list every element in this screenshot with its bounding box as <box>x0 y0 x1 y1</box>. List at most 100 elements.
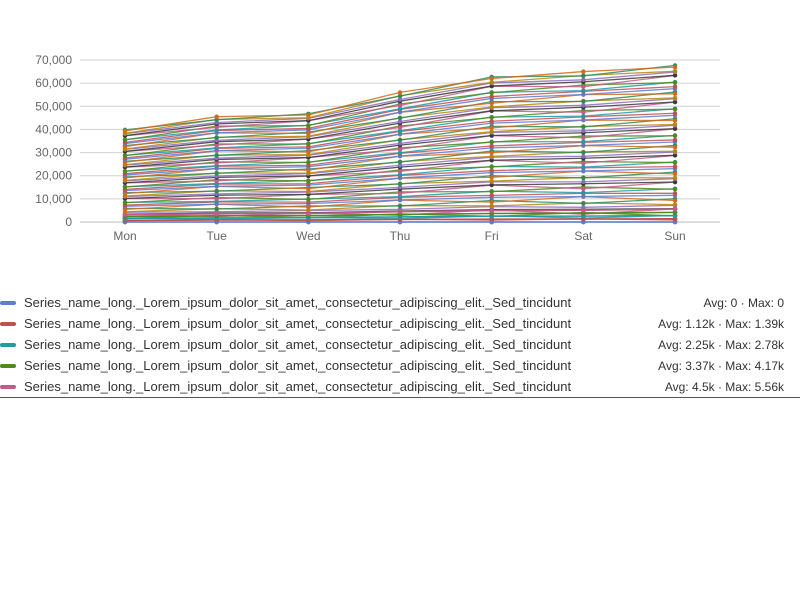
data-point <box>489 143 494 149</box>
data-point <box>489 154 494 159</box>
data-point <box>581 69 586 74</box>
data-point <box>489 168 494 173</box>
data-point <box>122 153 128 158</box>
data-point <box>581 194 586 199</box>
data-point <box>580 207 586 213</box>
data-point <box>672 84 678 89</box>
data-point <box>214 188 219 194</box>
legend-series-stats: Avg: 3.37k · Max: 4.17k <box>658 358 784 373</box>
data-point <box>672 64 678 70</box>
legend-item[interactable]: Series_name_long._Lorem_ipsum_dolor_sit_… <box>0 334 800 355</box>
legend: Series_name_long._Lorem_ipsum_dolor_sit_… <box>0 292 800 398</box>
series-points <box>122 63 678 225</box>
data-point <box>672 126 678 131</box>
x-tick-label: Sat <box>574 229 593 243</box>
data-point <box>397 169 403 174</box>
data-point <box>306 168 311 173</box>
data-point <box>214 178 219 184</box>
data-point <box>397 103 403 108</box>
data-point <box>489 175 494 180</box>
data-point <box>214 114 219 119</box>
data-point <box>397 209 403 215</box>
data-point <box>122 169 128 174</box>
legend-series-name: Series_name_long._Lorem_ipsum_dolor_sit_… <box>24 316 572 331</box>
data-point <box>581 175 586 181</box>
data-point <box>306 123 311 128</box>
legend-item[interactable]: Series_name_long._Lorem_ipsum_dolor_sit_… <box>0 313 800 334</box>
data-point <box>489 164 494 170</box>
data-point <box>581 190 586 195</box>
data-point <box>122 212 128 218</box>
data-point <box>672 95 678 101</box>
data-point <box>672 171 678 177</box>
data-point <box>672 122 678 127</box>
data-point <box>672 175 678 181</box>
x-tick-label: Thu <box>390 229 411 243</box>
data-point <box>489 90 494 95</box>
data-point <box>214 160 219 166</box>
data-point <box>581 110 586 115</box>
data-point <box>122 184 128 190</box>
data-point <box>214 142 219 148</box>
y-tick-label: 20,000 <box>35 169 72 183</box>
y-tick-label: 40,000 <box>35 122 72 136</box>
data-point <box>489 203 494 209</box>
data-point <box>489 199 494 205</box>
y-tick-label: 70,000 <box>35 53 72 67</box>
legend-series-name: Series_name_long._Lorem_ipsum_dolor_sit_… <box>24 379 572 394</box>
y-tick-label: 50,000 <box>35 99 72 113</box>
data-point <box>214 211 220 217</box>
data-point <box>397 119 403 124</box>
data-point <box>214 153 219 158</box>
data-point <box>489 133 494 138</box>
legend-item[interactable]: Series_name_long._Lorem_ipsum_dolor_sit_… <box>0 292 800 313</box>
data-point <box>122 191 128 196</box>
data-point <box>489 140 494 145</box>
data-point <box>489 129 494 134</box>
data-point <box>214 196 219 201</box>
data-point <box>489 158 494 163</box>
y-tick-label: 0 <box>65 215 72 229</box>
data-point <box>581 164 586 170</box>
data-point <box>672 106 678 112</box>
legend-series-stats: Avg: 1.12k · Max: 1.39k <box>658 316 784 331</box>
data-point <box>672 198 678 203</box>
data-point <box>122 137 128 143</box>
data-point <box>214 135 219 140</box>
data-point <box>581 84 586 89</box>
data-point <box>489 119 494 124</box>
data-point <box>489 108 494 113</box>
data-point <box>397 90 403 95</box>
data-point <box>672 69 678 74</box>
data-point <box>489 189 494 194</box>
data-point <box>306 204 311 210</box>
legend-item[interactable]: Series_name_long._Lorem_ipsum_dolor_sit_… <box>0 355 800 376</box>
data-point <box>672 153 678 158</box>
legend-swatch <box>0 321 16 326</box>
data-point <box>581 161 586 166</box>
data-point <box>397 163 403 168</box>
data-point <box>672 118 678 123</box>
x-tick-label: Sun <box>664 229 685 243</box>
data-point <box>581 73 586 79</box>
data-point <box>489 104 494 110</box>
y-tick-label: 30,000 <box>35 146 72 160</box>
data-point <box>581 179 586 185</box>
legend-swatch <box>0 342 16 347</box>
data-point <box>122 128 128 134</box>
data-point <box>397 150 403 155</box>
data-point <box>305 211 311 216</box>
data-point <box>122 175 128 181</box>
legend-swatch <box>0 300 16 305</box>
data-point <box>581 124 586 130</box>
data-point <box>672 99 678 105</box>
data-point <box>397 137 403 143</box>
legend-item[interactable]: Series_name_long._Lorem_ipsum_dolor_sit_… <box>0 376 800 397</box>
data-point <box>397 191 403 196</box>
data-point <box>581 150 586 155</box>
data-point <box>489 193 494 198</box>
x-tick-label: Fri <box>485 229 499 243</box>
data-point <box>581 154 586 159</box>
data-point <box>489 76 494 81</box>
data-point <box>397 97 403 102</box>
